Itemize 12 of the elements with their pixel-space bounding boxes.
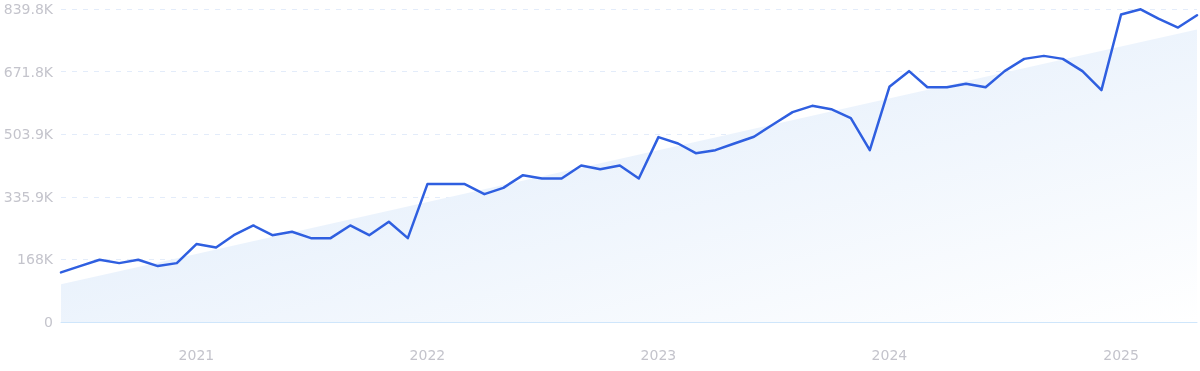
y-tick-label: 671.8K — [3, 63, 54, 80]
x-tick-label: 2024 — [871, 347, 908, 363]
x-tick-label: 2023 — [640, 347, 677, 363]
x-tick-label: 2021 — [178, 347, 215, 363]
x-tick-label: 2025 — [1103, 347, 1139, 363]
y-tick-label: 335.9K — [3, 188, 54, 205]
x-tick-label: 2022 — [409, 347, 446, 363]
y-tick-label: 503.9K — [3, 126, 54, 143]
line-series — [59, 8, 1199, 274]
y-tick-label: 168K — [17, 251, 54, 268]
y-tick-label: 0 — [44, 314, 53, 330]
y-tick-label: 839.8K — [3, 1, 54, 17]
